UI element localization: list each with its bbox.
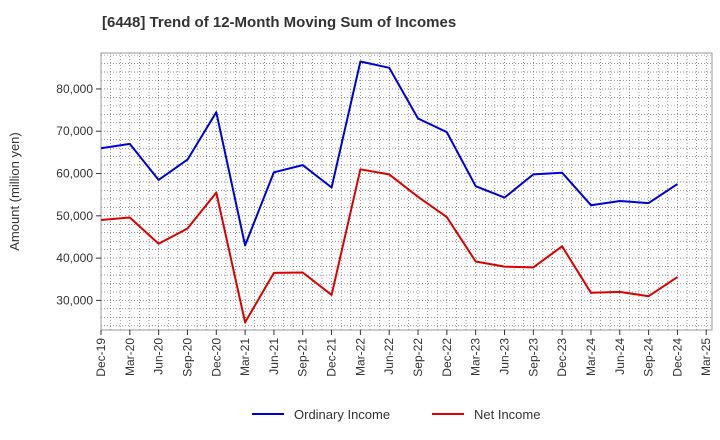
y-tick-label: 70,000 (56, 124, 93, 138)
y-axis-ticks: 30,000 40,000 50,000 60,000 70,000 80,000 (56, 82, 101, 307)
y-tick-label: 50,000 (56, 209, 93, 223)
y-tick-label: 60,000 (56, 167, 93, 181)
plot-area-frame (100, 52, 713, 331)
x-tick-label: Mar-22 (353, 338, 367, 376)
chart-title: [6448] Trend of 12-Month Moving Sum of I… (102, 14, 457, 31)
x-tick-label: Mar-23 (469, 338, 483, 376)
grid (101, 53, 712, 330)
x-tick-label: Jun-24 (613, 338, 627, 375)
x-tick-label: Mar-21 (238, 338, 252, 376)
x-tick-label: Dec-24 (670, 338, 684, 377)
series-lines (100, 60, 678, 324)
x-tick-label: Jun-22 (382, 338, 396, 375)
y-axis-label: Amount (million yen) (7, 132, 22, 251)
x-tick-label: Jun-23 (497, 338, 511, 375)
x-tick-label: Dec-23 (555, 338, 569, 377)
x-tick-label: Jun-21 (267, 338, 281, 375)
x-tick-label: Dec-20 (209, 338, 223, 377)
x-tick-label: Mar-25 (699, 338, 713, 376)
x-tick-label: Mar-20 (123, 338, 137, 376)
x-tick-label: Mar-24 (584, 338, 598, 376)
x-tick-label: Jun-20 (152, 338, 166, 375)
x-tick-label: Sep-23 (526, 338, 540, 377)
x-tick-label: Dec-19 (94, 338, 108, 377)
legend: Ordinary Income Net Income (252, 407, 540, 422)
x-axis-ticks: Dec-19 Mar-20 Jun-20 Sep-20 Dec-20 Mar-21 Jun-… (94, 330, 713, 377)
x-tick-label: Sep-24 (642, 338, 656, 377)
legend-label: Ordinary Income (294, 407, 390, 422)
x-tick-label: Sep-22 (411, 338, 425, 377)
x-tick-label: Sep-20 (180, 338, 194, 377)
y-tick-label: 80,000 (56, 82, 93, 96)
x-tick-label: Dec-21 (325, 338, 339, 377)
legend-label: Net Income (474, 407, 540, 422)
y-tick-label: 30,000 (56, 293, 93, 307)
x-tick-label: Sep-21 (296, 338, 310, 377)
y-tick-label: 40,000 (56, 251, 93, 265)
x-tick-label: Dec-22 (440, 338, 454, 377)
